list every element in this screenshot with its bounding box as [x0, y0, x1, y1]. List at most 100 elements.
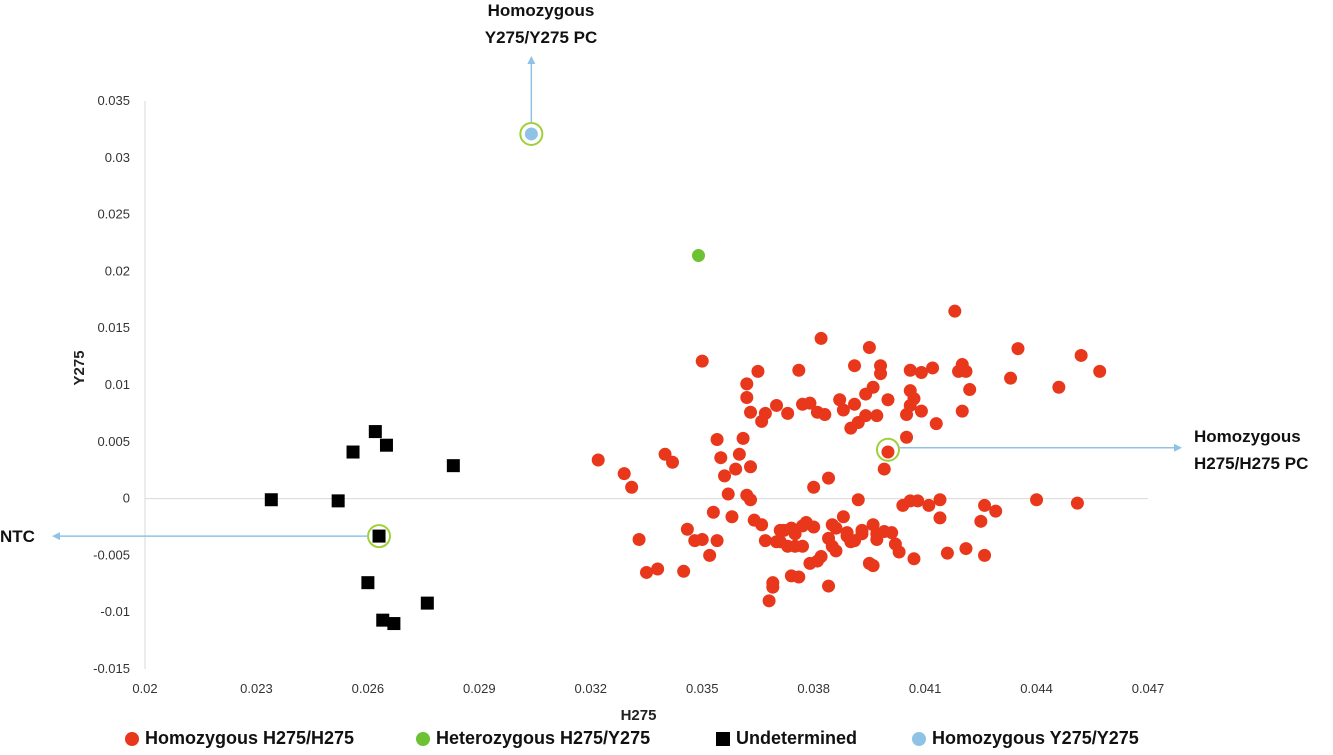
homozygous-h275-h275-point — [818, 408, 832, 422]
undetermined-point — [361, 576, 375, 590]
homozygous-h275-h275-point — [874, 367, 888, 381]
homozygous-h275-h275-point — [755, 518, 769, 532]
homozygous-h275-h275-point — [933, 511, 947, 525]
homozygous-h275-h275-point — [680, 522, 694, 536]
homozygous-h275-h275-point — [833, 393, 847, 407]
homozygous-h275-h275-point — [1030, 493, 1044, 507]
legend-item: Homozygous H275/H275 — [125, 728, 354, 749]
homozygous-h275-h275-point — [822, 471, 836, 485]
homozygous-h275-h275-point — [695, 354, 709, 368]
homozygous-h275-h275-point — [881, 393, 895, 407]
homozygous-h275-h275-point — [851, 493, 865, 507]
x-tick-label: 0.035 — [686, 681, 719, 696]
homozygous-h275-h275-point — [710, 433, 724, 447]
homozygous-h275-h275-point — [955, 404, 969, 418]
legend-swatch — [125, 731, 139, 746]
x-tick-label: 0.047 — [1132, 681, 1165, 696]
legend-item: Homozygous Y275/Y275 — [912, 728, 1139, 749]
homozygous-h275-h275-point — [732, 447, 746, 461]
arrow-head — [52, 532, 60, 541]
homozygous-h275-h275-point — [1070, 496, 1084, 510]
homozygous-h275-h275-point — [803, 396, 817, 410]
homozygous-h275-h275-point — [940, 546, 954, 560]
legend-swatch — [716, 731, 730, 746]
homozygous-h275-h275-point — [617, 467, 631, 481]
highlight-ring — [875, 437, 900, 462]
homozygous-h275-h275-point — [866, 380, 880, 394]
x-tick-label: 0.029 — [463, 681, 496, 696]
legend-item: Undetermined — [716, 728, 857, 749]
homozygous-h275-h275-point — [740, 377, 754, 391]
homozygous-h275-h275-point — [640, 565, 653, 579]
annotations: Homozygous Y275/Y275 PC Homozygous H275/H27… — [0, 1, 1308, 549]
y-tick-label: -0.015 — [93, 661, 130, 676]
undetermined-point — [376, 613, 390, 627]
homozygous-h275-h275-point — [703, 548, 717, 562]
homozygous-h275-h275-point — [714, 451, 728, 465]
legend-label: Homozygous H275/H275 — [145, 728, 355, 748]
homozygous-h275-h275-point — [1074, 348, 1088, 362]
y-tick-label: 0.03 — [105, 150, 130, 165]
y-tick-label: -0.005 — [93, 547, 130, 562]
homozygous-h275-h275-point — [914, 366, 928, 380]
heterozygous-h275-y275-point — [692, 248, 706, 262]
legend-label: Heterozygous H275/Y275 — [436, 728, 651, 748]
annotation-label: H275/H275 PC — [1194, 454, 1308, 473]
homozygous-h275-h275-point — [751, 364, 765, 378]
homozygous-h275-h275-point — [666, 455, 680, 469]
x-axis-title: H275 — [621, 707, 657, 724]
undetermined-point — [387, 617, 401, 631]
homozygous-h275-h275-point — [725, 510, 739, 524]
homozygous-h275-h275-point — [677, 564, 691, 578]
homozygous-h275-h275-point — [1093, 364, 1107, 378]
homozygous-h275-h275-point — [758, 406, 772, 420]
x-tick-label: 0.023 — [240, 681, 273, 696]
axes: -0.015 -0.01 -0.005 0 0.005 0.01 0.015 0.02 0.02… — [71, 93, 1164, 724]
undetermined-point — [331, 494, 345, 508]
homozygous-h275-h275-point — [796, 539, 810, 553]
homozygous-h275-h275-point — [651, 562, 665, 576]
homozygous-h275-h275-point — [933, 493, 947, 507]
homozygous-h275-h275-point — [900, 430, 914, 444]
annotation-label: Homozygous — [1194, 427, 1301, 446]
undetermined-point — [264, 493, 278, 507]
homozygous-h275-h275-point — [625, 480, 639, 494]
homozygous-h275-h275-point — [848, 397, 862, 411]
homozygous-h275-h275-point — [781, 406, 795, 420]
homozygous-h275-h275-point — [836, 403, 850, 417]
homozygous-h275-h275-point — [814, 331, 828, 345]
homozygous-h275-h275-point — [706, 505, 720, 519]
x-tick-label: 0.041 — [909, 681, 942, 696]
y-tick-label: 0.005 — [97, 434, 130, 449]
legend-swatch — [416, 731, 430, 746]
y-tick-label: 0.02 — [105, 263, 130, 278]
x-tick-label: 0.026 — [352, 681, 385, 696]
annotation-label: NTC — [0, 527, 35, 546]
arrow-head — [527, 56, 536, 64]
homozygous-h275-h275-point — [814, 550, 828, 564]
legend-label: Undetermined — [736, 728, 858, 748]
x-tick-label: 0.038 — [797, 681, 830, 696]
homozygous-h275-h275-point — [877, 462, 891, 476]
undetermined-point — [446, 459, 460, 473]
y-tick-label: 0 — [123, 491, 130, 506]
annotation-label: Homozygous — [488, 1, 595, 20]
undetermined-point — [379, 438, 393, 452]
homozygous-h275-h275-point — [948, 304, 962, 318]
homozygous-h275-h275-point — [978, 548, 992, 562]
homozygous-h275-h275-point — [740, 390, 754, 404]
homozygous-h275-h275-point — [959, 364, 973, 378]
homozygous-h275-h275-point — [710, 534, 724, 548]
x-tick-label: 0.02 — [132, 681, 157, 696]
undetermined-point — [372, 529, 386, 543]
homozygous-h275-h275-point — [881, 445, 895, 459]
homozygous-h275-h275-point — [922, 498, 936, 512]
homozygous-h275-h275-point — [829, 544, 843, 558]
homozygous-h275-h275-point — [758, 534, 772, 548]
homozygous-h275-h275-point — [762, 594, 776, 608]
y-tick-label: 0.035 — [97, 93, 130, 108]
homozygous-h275-h275-point — [632, 532, 646, 546]
homozygous-h275-h275-point — [907, 552, 921, 566]
homozygous-h275-h275-point — [848, 359, 862, 373]
